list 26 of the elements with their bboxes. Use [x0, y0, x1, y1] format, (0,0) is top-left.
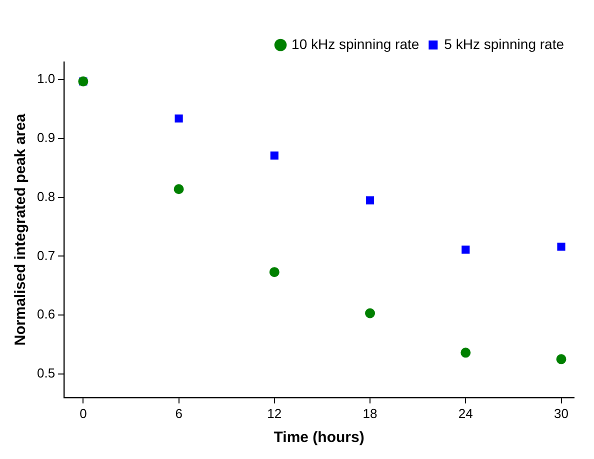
point — [174, 114, 183, 123]
y-tick-label: 0.6 — [36, 306, 56, 322]
y-tick-label: 1.0 — [36, 71, 56, 86]
point — [556, 354, 566, 364]
y-axis-title: Normalised integrated peak area — [12, 113, 30, 346]
point — [365, 308, 376, 318]
point — [462, 246, 470, 254]
y-tick-label: 0.8 — [36, 188, 56, 204]
y-tick-label: 0.5 — [36, 365, 56, 380]
point — [366, 196, 374, 204]
x-tick-label: 12 — [267, 406, 282, 421]
x-tick-label: 30 — [554, 406, 568, 421]
point — [460, 348, 471, 358]
y-tick-label: 0.7 — [36, 248, 56, 263]
x-tick-label: 24 — [458, 406, 473, 421]
legend-label: 10 kHz spinning rate — [292, 36, 420, 52]
x-tick-label: 6 — [175, 406, 182, 421]
point — [269, 267, 280, 278]
y-tick-label: 0.9 — [36, 130, 56, 146]
x-tick-label: 18 — [362, 406, 378, 421]
point — [174, 184, 184, 194]
legend-label: 5 kHz spinning rate — [444, 36, 564, 52]
x-tick-label: 0 — [80, 406, 87, 421]
point — [270, 152, 278, 160]
x-axis-title: Time (hours) — [274, 429, 364, 446]
point — [557, 242, 566, 251]
